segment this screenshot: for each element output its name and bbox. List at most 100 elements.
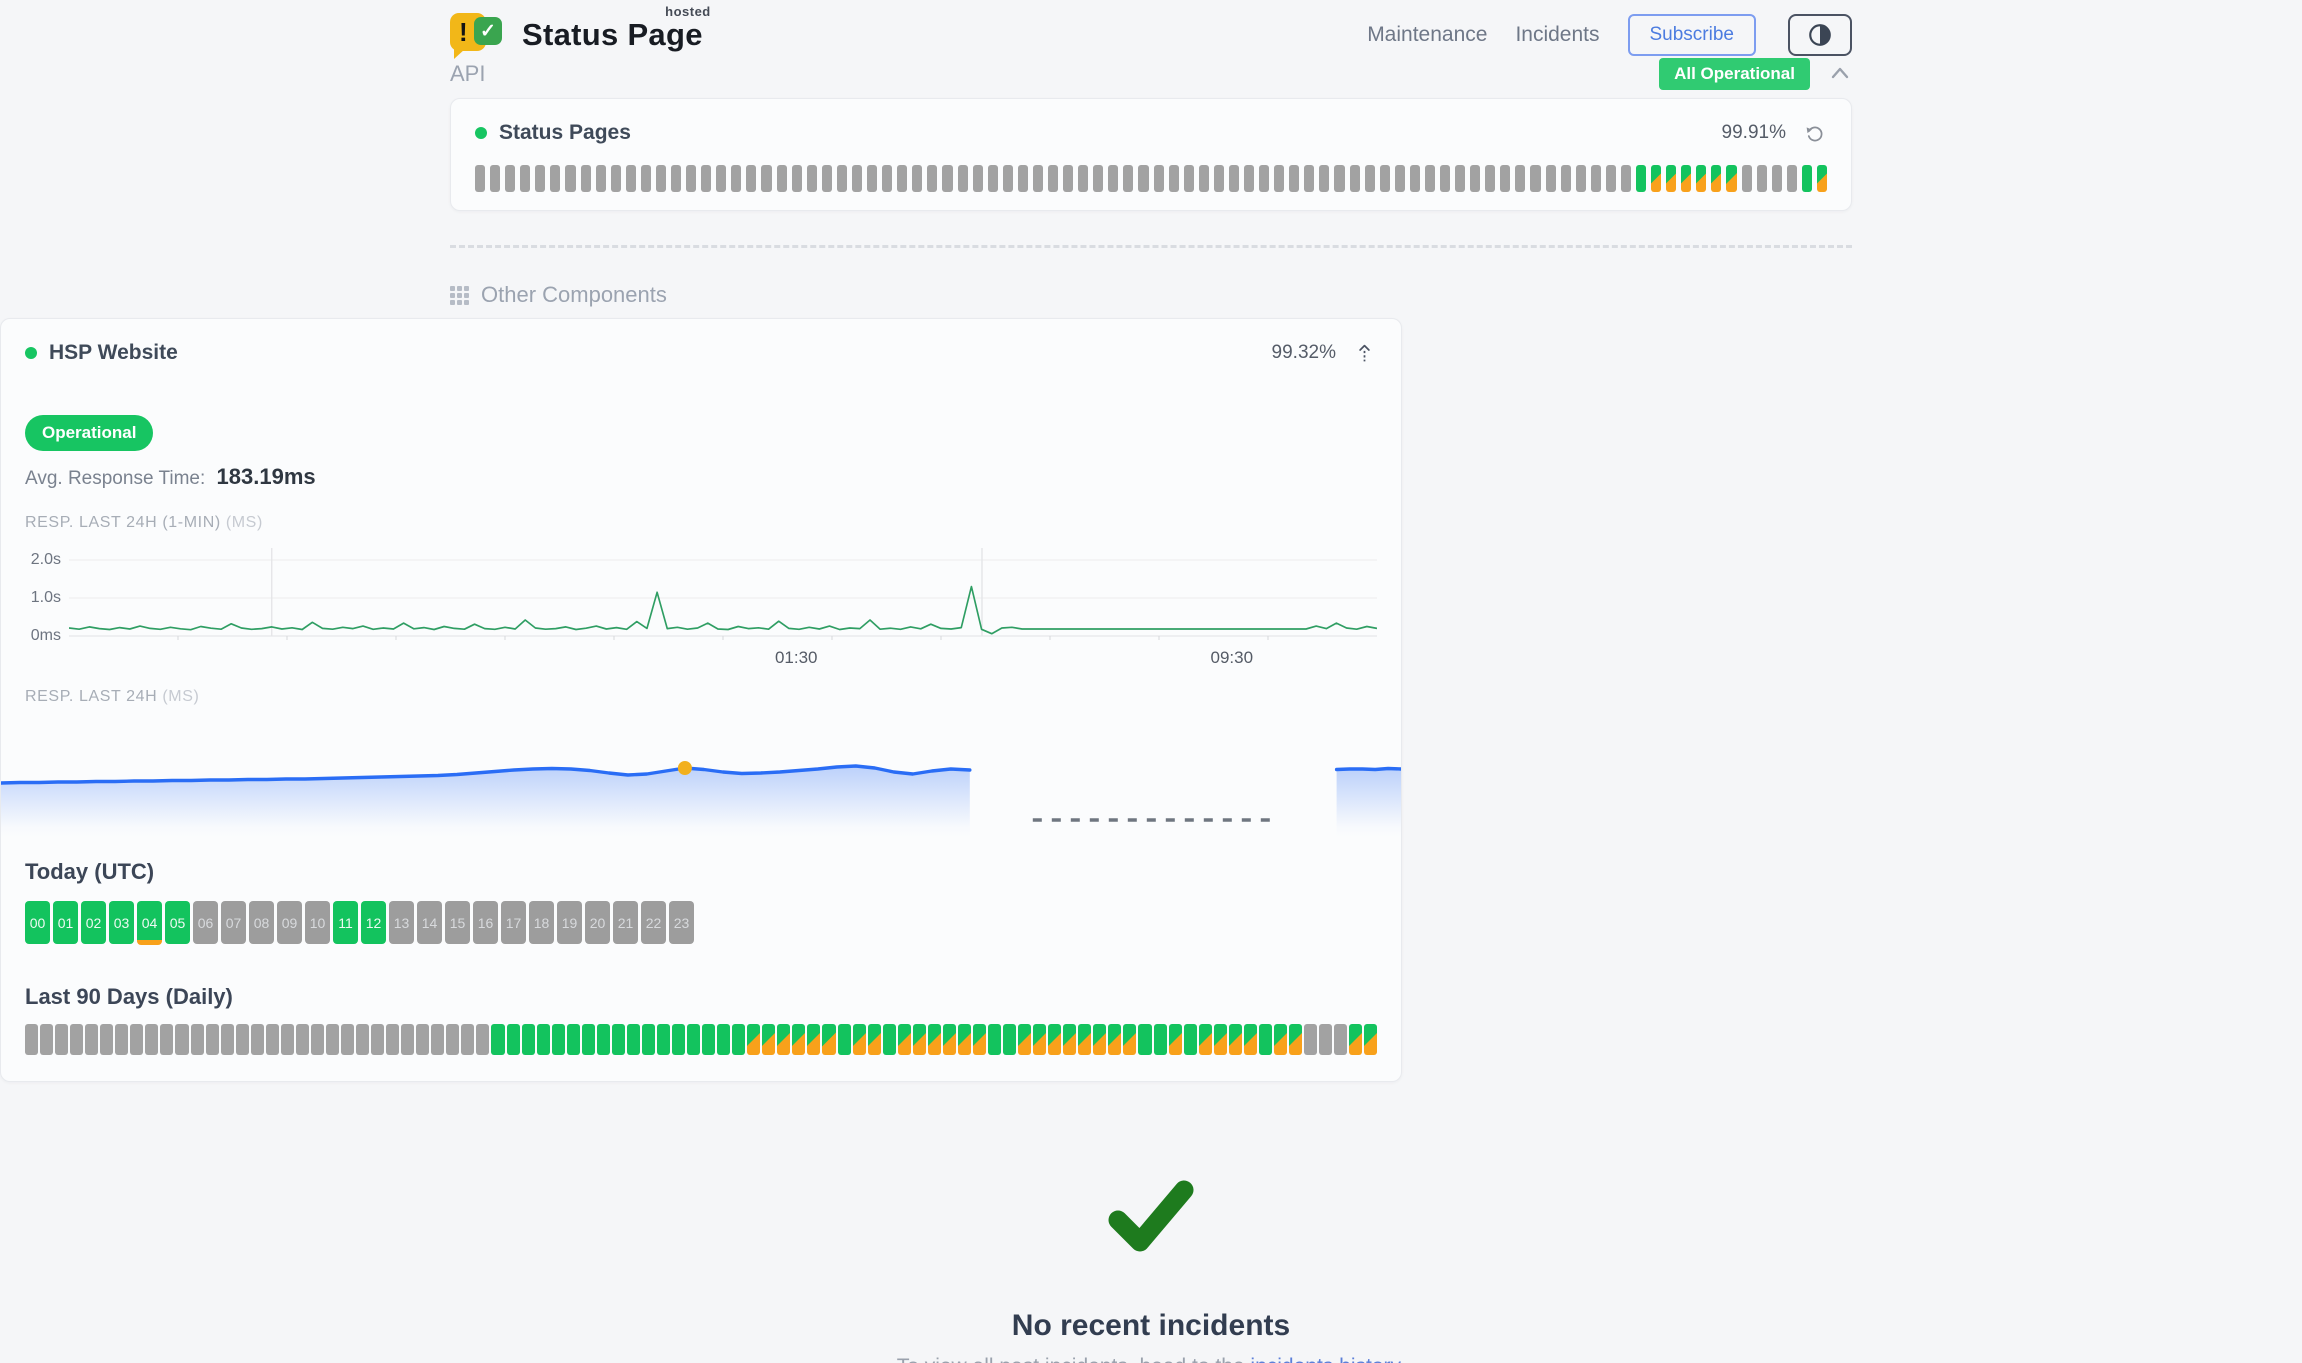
day-block [1153, 1024, 1167, 1055]
uptime-bar [1440, 165, 1451, 192]
day-block [912, 1024, 926, 1055]
uptime-bar [716, 165, 727, 192]
refresh-button[interactable] [1802, 121, 1827, 146]
day-block [280, 1024, 294, 1055]
hour-block: 09 [277, 901, 302, 944]
uptime-bar [1530, 165, 1541, 192]
uptime-bar [1816, 165, 1828, 192]
chevron-up-icon[interactable] [1828, 62, 1852, 86]
uptime-bar [791, 165, 802, 192]
day-block [1093, 1024, 1107, 1055]
uptime-bar [1696, 165, 1707, 192]
uptime-bar [1047, 165, 1059, 192]
logo[interactable]: ! ✓ Status Page hosted [450, 4, 710, 59]
uptime-bar [912, 165, 923, 192]
uptime-bar [1017, 165, 1028, 192]
hour-label: 22 [645, 914, 662, 931]
hour-block: 23 [669, 901, 694, 944]
day-block [1334, 1024, 1348, 1055]
no-incidents-title: No recent incidents [1011, 1309, 1291, 1342]
day-block [371, 1024, 385, 1055]
uptime-bar [1500, 165, 1511, 192]
day-block [1288, 1024, 1302, 1055]
day-block [747, 1024, 761, 1055]
today-title: Today (UTC) [25, 859, 155, 884]
hour-block: 22 [641, 901, 666, 944]
section-divider [450, 245, 1852, 248]
uptime-bar [1485, 165, 1496, 192]
uptime-bar [1304, 165, 1315, 192]
expand-button[interactable] [1352, 341, 1377, 366]
subscribe-button[interactable]: Subscribe [1627, 14, 1756, 56]
day-block [852, 1024, 866, 1055]
y-tick-label: 2.0s [30, 551, 61, 568]
day-block [927, 1024, 941, 1055]
uptime-bar [1726, 165, 1737, 192]
uptime-bar [1002, 165, 1013, 192]
hour-label: 23 [673, 914, 690, 931]
uptime-bar [897, 165, 908, 192]
hour-block: 05 [165, 901, 190, 944]
uptime-bar [1168, 165, 1179, 192]
uptime-bar [1289, 165, 1300, 192]
uptime-bar [1274, 165, 1285, 192]
uptime-bar [746, 165, 757, 192]
nav-incidents[interactable]: Incidents [1515, 23, 1600, 46]
day-block [551, 1024, 565, 1055]
day-block [687, 1024, 701, 1055]
day-block [1033, 1024, 1047, 1055]
uptime-bar [1243, 165, 1255, 192]
hour-label: 08 [253, 914, 270, 931]
subtext-prefix: To view all past incidents, head to the [897, 1355, 1251, 1363]
uptime-bar [1560, 165, 1571, 192]
uptime-bar [625, 165, 636, 192]
day-block [205, 1024, 219, 1055]
incidents-history-link[interactable]: incidents history [1250, 1355, 1399, 1363]
checkmark-square-icon: ✓ [474, 17, 502, 45]
hour-block: 04 [137, 901, 162, 945]
day-block [100, 1024, 114, 1055]
day-block [220, 1024, 234, 1055]
hour-block: 01 [53, 901, 78, 944]
api-section-row: API All Operational [450, 58, 1852, 90]
day-block [762, 1024, 776, 1055]
uptime-bar [987, 165, 998, 192]
chart1-y-axis: 2.0s 1.0s 0ms [25, 544, 69, 670]
uptime-bar [972, 165, 983, 192]
header-nav: Maintenance Incidents Subscribe [1367, 14, 1852, 56]
hour-label: 18 [533, 914, 550, 931]
uptime-bar [1108, 165, 1119, 192]
day-block [822, 1024, 836, 1055]
nav-maintenance[interactable]: Maintenance [1367, 23, 1488, 46]
uptime-bar [1213, 165, 1224, 192]
uptime-bar [957, 165, 968, 192]
uptime-bar [1259, 165, 1270, 192]
hour-block: 10 [305, 901, 330, 944]
uptime-bar [1138, 165, 1149, 192]
uptime-bar [1605, 165, 1616, 192]
hour-block: 17 [501, 901, 526, 944]
uptime-bar [580, 165, 591, 192]
uptime-bar [1198, 165, 1209, 192]
uptime-bar [1364, 165, 1375, 192]
no-incidents-subtext: To view all past incidents, head to the … [0, 1355, 2302, 1363]
uptime-bar [595, 165, 606, 192]
uptime-percentage: 99.32% [1271, 342, 1336, 363]
uptime-bar [1590, 165, 1601, 192]
hour-label: 02 [85, 914, 102, 931]
status-badge[interactable]: All Operational [1659, 58, 1810, 90]
uptime-bar [1183, 165, 1194, 192]
day-block [988, 1024, 1002, 1055]
hour-label: 07 [225, 914, 242, 931]
uptime-bar [1123, 165, 1134, 192]
day-block [160, 1024, 174, 1055]
uptime-bar [776, 165, 787, 192]
grid-icon [450, 285, 469, 305]
big-checkmark-icon [1108, 1180, 1194, 1252]
uptime-bar [1666, 165, 1677, 192]
hour-label: 10 [309, 914, 326, 931]
hour-block: 00 [25, 901, 50, 944]
day-block [386, 1024, 400, 1055]
theme-toggle-button[interactable] [1788, 14, 1852, 56]
uptime-bar [1756, 165, 1767, 192]
